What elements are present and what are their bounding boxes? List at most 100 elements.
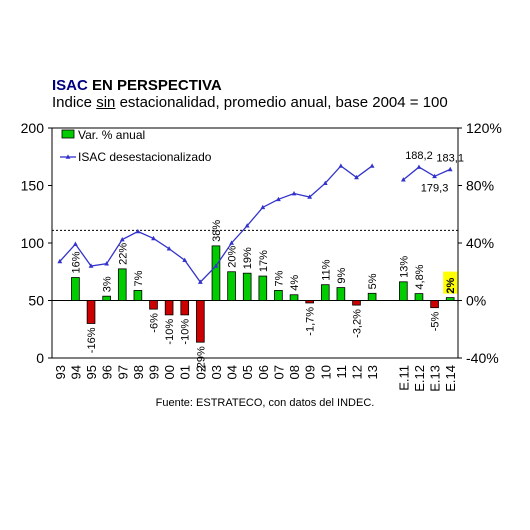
x-tick-label: 12	[350, 365, 365, 379]
line-point	[307, 194, 313, 199]
bar	[320, 284, 330, 301]
bar	[289, 294, 299, 301]
bar	[133, 290, 143, 301]
line-point	[104, 261, 110, 266]
bar	[71, 277, 80, 301]
right-axis-tick-label: -40%	[466, 350, 499, 366]
x-tick-label: 10	[318, 365, 333, 379]
bar	[445, 297, 455, 301]
bar-data-label: -3,2%	[352, 309, 364, 338]
bar-data-label: -29%	[195, 346, 207, 372]
line-point	[276, 196, 281, 202]
bar-data-label: 7%	[133, 270, 145, 286]
bar-data-label: -10%	[180, 319, 192, 345]
bar-data-label: 13%	[398, 256, 410, 278]
line-point	[354, 174, 359, 180]
line-point	[135, 228, 141, 234]
x-tick-label: E.13	[428, 365, 443, 392]
line-point	[213, 263, 219, 268]
bar-data-label: 9%	[336, 267, 348, 283]
bar	[305, 300, 314, 304]
bar	[414, 293, 424, 301]
bar-data-label: 17%	[258, 250, 270, 272]
left-axis-tick-label: 200	[21, 120, 45, 136]
bar	[274, 290, 283, 301]
legend-line-marker	[65, 154, 71, 159]
bar-data-label: 3%	[102, 276, 114, 292]
x-tick-label: 03	[209, 365, 224, 379]
x-tick-label: 05	[240, 365, 255, 379]
bar	[196, 300, 205, 343]
line-point	[229, 240, 234, 245]
legend-bar-label: Var. % anual	[78, 128, 145, 142]
x-tick-label: 06	[256, 365, 271, 379]
line-point	[260, 204, 266, 210]
line-point	[244, 223, 250, 228]
x-tick-label: 00	[162, 365, 177, 379]
x-tick-label: 99	[147, 365, 162, 379]
chart-title-isac: ISAC	[52, 77, 88, 94]
right-axis-tick-label: 120%	[466, 120, 502, 136]
bar-data-label: -6%	[149, 313, 161, 333]
x-tick-label: 02	[193, 365, 208, 379]
bar-data-label: 16%	[70, 251, 82, 273]
bar-data-label: -1,7%	[305, 307, 317, 336]
line-point	[447, 166, 453, 172]
line-point	[73, 241, 78, 246]
right-axis-tick-label: 40%	[466, 235, 494, 251]
x-tick-label: 13	[365, 365, 380, 379]
left-axis-tick-label: 50	[28, 293, 44, 309]
bar-data-label: -16%	[86, 327, 98, 353]
bar	[117, 268, 127, 301]
subtitle-part1: Indice	[52, 94, 93, 111]
subtitle-part2: sin	[96, 94, 116, 111]
bar-data-label: -5%	[430, 311, 442, 331]
x-tick-label: 94	[68, 365, 83, 379]
legend-line-label: ISAC desestacionalizado	[78, 150, 212, 164]
legend-bar-swatch	[61, 129, 75, 139]
left-axis-tick-label: 0	[36, 350, 44, 366]
right-axis-tick-label: 80%	[466, 178, 494, 194]
bar	[242, 272, 252, 301]
x-tick-label: 07	[271, 365, 286, 379]
bar-data-label: -10%	[164, 319, 176, 345]
line-point	[416, 164, 422, 169]
line-point	[197, 279, 203, 284]
bar	[180, 300, 190, 316]
bar-data-label: 11%	[320, 259, 332, 280]
bar-data-label: 38%	[211, 220, 223, 242]
bar-data-label: 20%	[227, 246, 239, 268]
left-axis-tick-label: 100	[21, 235, 45, 251]
line-data-label: 183,1	[436, 152, 464, 164]
subtitle-part3: estacionalidad, promedio anual, base 200…	[119, 94, 448, 111]
line-point	[57, 258, 63, 264]
x-tick-label: 01	[178, 365, 193, 379]
line-point	[291, 190, 297, 196]
bar-data-label: 22%	[117, 243, 129, 265]
bar	[227, 271, 236, 301]
bar-data-label: 19%	[242, 247, 254, 269]
bar	[336, 287, 346, 301]
chart-title: ISAC EN PERSPECTIVA	[52, 77, 222, 94]
line-point	[338, 163, 344, 168]
x-tick-label: 95	[84, 365, 99, 379]
line-point	[400, 177, 406, 182]
x-tick-label: 96	[100, 365, 115, 379]
x-tick-label: 04	[225, 365, 240, 379]
bar-data-label: 4,8%	[414, 264, 426, 289]
line-point	[432, 173, 437, 179]
x-tick-label: E.12	[412, 365, 427, 392]
chart-title-rest: EN PERSPECTIVA	[92, 77, 222, 94]
x-tick-label: 11	[334, 365, 349, 379]
line-point	[88, 263, 94, 268]
line-series-path	[402, 166, 451, 181]
bar-data-label: 4%	[289, 275, 301, 291]
bar-data-label: 2%	[445, 278, 457, 294]
bar-data-label: 5%	[367, 273, 379, 289]
line-point	[166, 246, 172, 251]
bar	[149, 300, 158, 310]
bar	[86, 300, 96, 324]
line-point	[182, 257, 188, 263]
right-axis-tick-label: 0%	[466, 293, 486, 309]
x-tick-label: E.14	[443, 365, 458, 392]
